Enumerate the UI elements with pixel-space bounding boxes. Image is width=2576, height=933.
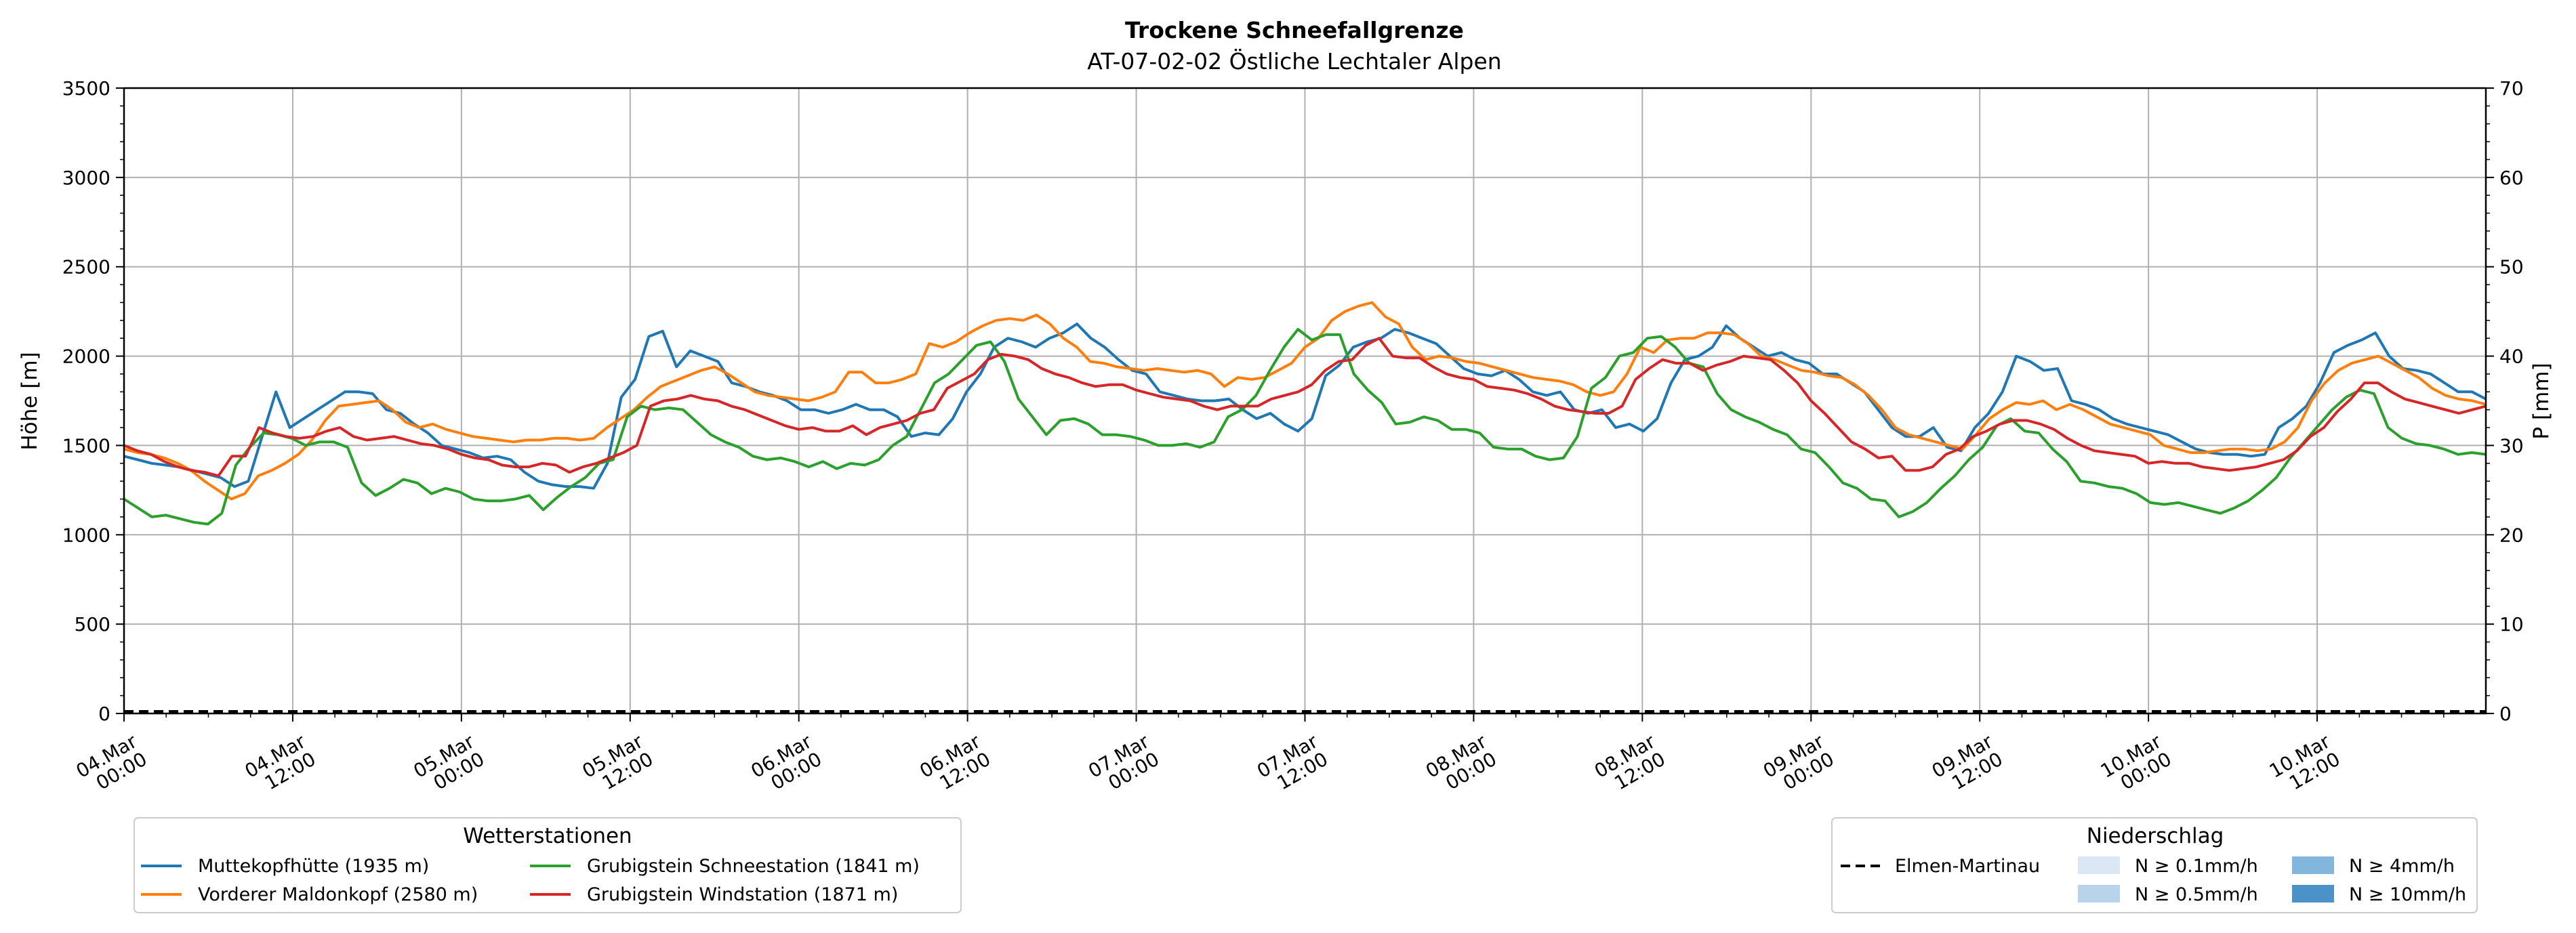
legend-label-bin-4: N ≥ 10mm/h: [2349, 884, 2466, 905]
y2-tick-label: 70: [2499, 77, 2524, 100]
legend-swatch-bin-2: [2078, 885, 2120, 903]
y-tick-label: 2000: [62, 346, 110, 368]
plot-frame: [123, 87, 2487, 715]
y-tick-label: 0: [98, 703, 110, 725]
y2-tick-label: 20: [2499, 524, 2524, 546]
series-line-2: [123, 328, 2487, 526]
y-tick-label: 3000: [62, 167, 110, 189]
y-tick-label: 3500: [62, 77, 110, 100]
grid-lines: [124, 88, 2486, 713]
y-axis-title: Höhe [m]: [18, 352, 42, 450]
legend-label-schneestation: Grubigstein Schneestation (1841 m): [587, 856, 920, 877]
legend-label-windstation: Grubigstein Windstation (1871 m): [587, 884, 898, 905]
y-tick-label: 1500: [62, 434, 110, 457]
y-tick-label: 500: [75, 613, 110, 636]
chart-title: Trockene Schneefallgrenze: [1125, 17, 1464, 43]
legend-stations-title: Wetterstationen: [463, 824, 632, 848]
y-tick-label: 1000: [62, 524, 110, 546]
legend-swatch-bin-4: [2292, 885, 2334, 903]
legend-precipitation: Niederschlag Elmen-Martinau N ≥ 0.1mm/h …: [1831, 817, 2478, 913]
legend-swatch-bin-1: [2078, 856, 2120, 874]
y2-tick-label: 60: [2499, 167, 2524, 189]
legend-label-muttekopf: Muttekopfhütte (1935 m): [198, 856, 429, 877]
y2-tick-label: 10: [2499, 613, 2524, 636]
series-group: [123, 301, 2487, 713]
y-tick-label: 2500: [62, 256, 110, 278]
legend-precip-title: Niederschlag: [2087, 824, 2224, 848]
legend-label-precip-line: Elmen-Martinau: [1895, 856, 2040, 877]
series-line-1: [123, 301, 2487, 501]
y2-axis-title: P [mm]: [2529, 362, 2554, 439]
legend-label-bin-3: N ≥ 4mm/h: [2349, 856, 2455, 877]
legend-swatch-bin-3: [2292, 856, 2334, 874]
y2-tick-label: 40: [2499, 346, 2524, 368]
series-line-3: [123, 337, 2487, 478]
chart-subtitle: AT-07-02-02 Östliche Lechtaler Alpen: [1087, 47, 1501, 75]
y2-tick-label: 30: [2499, 434, 2524, 457]
legend-label-bin-1: N ≥ 0.1mm/h: [2135, 856, 2258, 877]
legend-label-bin-2: N ≥ 0.5mm/h: [2135, 884, 2258, 905]
y2-tick-label: 50: [2499, 256, 2524, 278]
y2-tick-label: 0: [2499, 703, 2512, 725]
legend-stations: Wetterstationen Muttekopfhütte (1935 m) …: [134, 817, 962, 913]
legend-label-maldonkopf: Vorderer Maldonkopf (2580 m): [198, 884, 478, 905]
